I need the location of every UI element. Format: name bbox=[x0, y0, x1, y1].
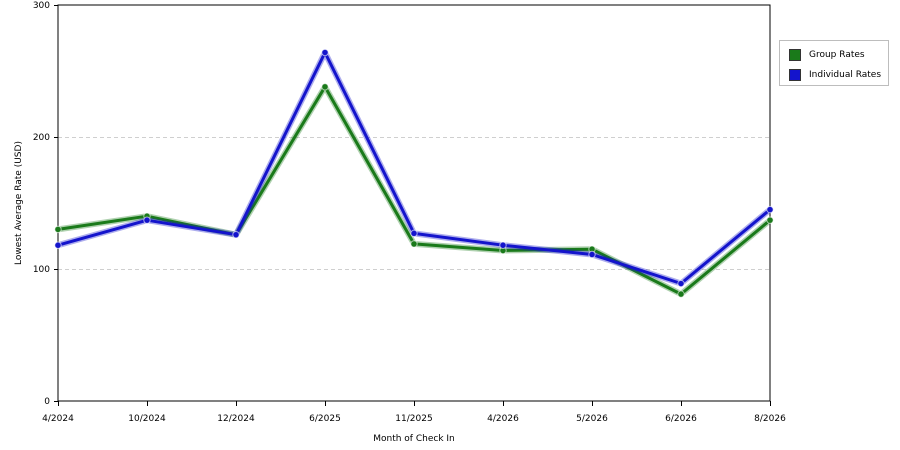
series-line-glow-group-rates bbox=[57, 83, 772, 298]
x-tick-label-5-2026: 5/2026 bbox=[576, 414, 608, 424]
series-line-glow-individual-rates bbox=[57, 49, 772, 287]
legend-label-group-rates: Group Rates bbox=[809, 50, 865, 60]
x-axis-title: Month of Check In bbox=[373, 434, 455, 444]
legend-label-individual-rates: Individual Rates bbox=[809, 70, 882, 80]
data-point-individual-rates-4-2024 bbox=[54, 241, 62, 249]
y-tick-label-100: 100 bbox=[33, 265, 50, 275]
data-point-individual-rates-10-2024 bbox=[143, 216, 151, 224]
series-individual-rates bbox=[54, 48, 774, 288]
plot-area-frame bbox=[57, 4, 771, 402]
y-tick-label-0: 0 bbox=[44, 397, 50, 407]
legend-swatch-group-rates bbox=[789, 49, 801, 61]
x-tick-label-12-2024: 12/2024 bbox=[217, 414, 255, 424]
x-tick-label-6-2025: 6/2025 bbox=[309, 414, 341, 424]
data-point-individual-rates-8-2026 bbox=[766, 205, 774, 214]
x-tick-label-11-2025: 11/2025 bbox=[395, 414, 432, 424]
legend: Group Rates Individual Rates bbox=[779, 40, 889, 86]
data-point-individual-rates-12-2024 bbox=[232, 230, 240, 239]
x-tick-label-6-2026: 6/2026 bbox=[665, 414, 697, 424]
series-layer bbox=[54, 48, 774, 298]
y-tick-label-300: 300 bbox=[33, 1, 50, 11]
data-point-individual-rates-11-2025 bbox=[410, 229, 418, 238]
x-tick-label-8-2026: 8/2026 bbox=[754, 414, 786, 424]
data-point-individual-rates-5-2026 bbox=[588, 250, 596, 259]
x-tick-label-4-2026: 4/2026 bbox=[487, 414, 519, 424]
legend-swatch-individual-rates bbox=[789, 69, 801, 81]
data-point-group-rates-6-2025 bbox=[321, 83, 329, 91]
y-axis-title: Lowest Average Rate (USD) bbox=[14, 141, 24, 265]
data-point-group-rates-4-2024 bbox=[54, 225, 62, 234]
data-point-group-rates-8-2026 bbox=[766, 216, 774, 224]
data-point-group-rates-6-2026 bbox=[677, 290, 685, 298]
legend-item-group-rates: Group Rates bbox=[789, 48, 865, 62]
x-tick-label-10-2024: 10/2024 bbox=[128, 414, 166, 424]
x-tick-label-4-2024: 4/2024 bbox=[42, 414, 74, 424]
series-line-group-rates bbox=[57, 85, 771, 296]
data-point-group-rates-11-2025 bbox=[410, 240, 418, 248]
data-point-individual-rates-4-2026 bbox=[499, 241, 507, 249]
legend-item-individual-rates: Individual Rates bbox=[789, 68, 881, 82]
axis-layer: 0 100 200 300 4/2024 10/2024 12/2024 6/2025 11/2… bbox=[33, 1, 786, 424]
grid-layer bbox=[58, 137, 770, 270]
series-line-individual-rates bbox=[57, 51, 771, 285]
data-point-individual-rates-6-2026 bbox=[677, 279, 685, 288]
y-tick-label-200: 200 bbox=[33, 133, 50, 143]
data-point-individual-rates-6-2025 bbox=[321, 48, 329, 57]
series-group-rates bbox=[54, 83, 774, 298]
